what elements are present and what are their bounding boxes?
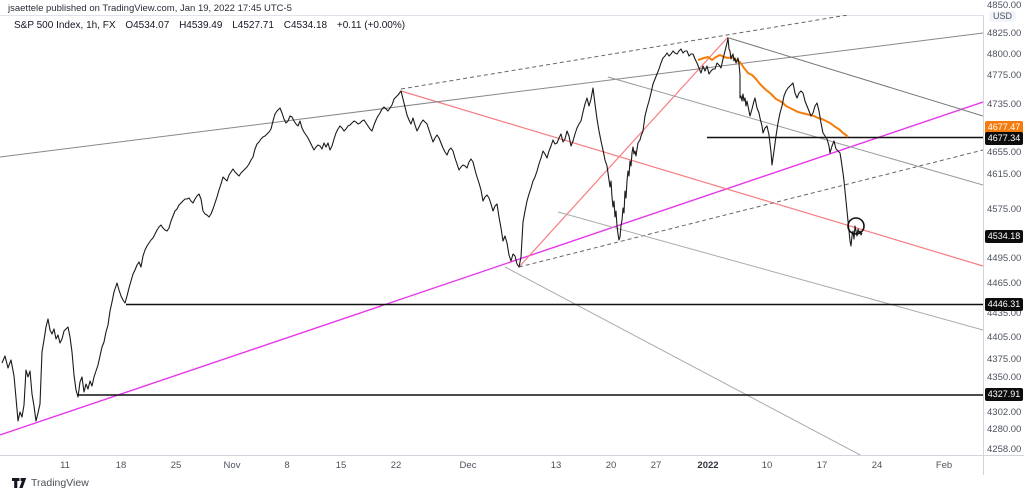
price-tick-4375.00: 4375.00 — [987, 354, 1022, 365]
gray-desc-steep — [504, 266, 864, 456]
time-tick-27: 27 — [650, 460, 662, 471]
ohlc-close: C4534.18 — [283, 20, 328, 31]
time-tick-17: 17 — [816, 460, 828, 471]
symbol-title: S&P 500 Index, 1h, FX — [14, 20, 116, 31]
orange-ma-curve — [697, 54, 849, 138]
red-ascending — [518, 36, 729, 268]
time-tick-15: 15 — [335, 460, 347, 471]
tradingview-brand-text[interactable]: TradingView — [31, 477, 89, 489]
ohlc-low: L4527.71 — [232, 20, 274, 31]
ohlc-open: O4534.07 — [125, 20, 170, 31]
price-tick-4280.00: 4280.00 — [987, 424, 1022, 435]
price-change: +0.11 (+0.00%) — [336, 20, 406, 31]
price-tick-4575.00: 4575.00 — [987, 204, 1022, 215]
time-tick-24: 24 — [871, 460, 883, 471]
dashed-lower — [518, 149, 983, 268]
price-badge-4446.31: 4446.31 — [985, 297, 1023, 311]
price-tick-4850.00: 4850.00 — [987, 0, 1022, 11]
highlight-circle — [847, 217, 865, 235]
price-axis[interactable]: USD 4850.00 4825.00 4800.00 4775.00 4735.00 46… — [984, 0, 1024, 475]
price-tick-4800.00: 4800.00 — [987, 49, 1022, 60]
price-tick-4495.00: 4495.00 — [987, 253, 1022, 264]
magenta-support — [0, 101, 983, 436]
footer: TradingView — [12, 477, 89, 489]
symbol-legend: S&P 500 Index, 1h, FX O4534.07 H4539.49 … — [14, 20, 412, 31]
gray-desc-mid — [557, 211, 983, 331]
time-tick-10: 10 — [761, 460, 773, 471]
time-tick-Feb: Feb — [935, 460, 953, 471]
time-tick-8: 8 — [284, 460, 290, 471]
price-tick-4465.00: 4465.00 — [987, 278, 1022, 289]
price-tick-4615.00: 4615.00 — [987, 169, 1022, 180]
price-tick-4302.00: 4302.00 — [987, 407, 1022, 418]
time-tick-22: 22 — [390, 460, 402, 471]
gray-desc-peak — [728, 37, 983, 117]
price-badge-4677.34: 4677.34 — [985, 131, 1023, 145]
red-descending — [400, 90, 983, 267]
time-tick-20: 20 — [605, 460, 617, 471]
gray-desc-upper — [607, 76, 983, 186]
time-tick-13: 13 — [550, 460, 562, 471]
time-tick-11: 11 — [60, 460, 70, 471]
dashed-upper — [400, 15, 851, 90]
price-tick-4435.00: 4435.00 — [987, 308, 1022, 319]
time-tick-25: 25 — [170, 460, 182, 471]
time-tick-18: 18 — [115, 460, 127, 471]
price-tick-4350.00: 4350.00 — [987, 372, 1022, 383]
price-tick-4825.00: 4825.00 — [987, 28, 1022, 39]
price-badge-4534.18: 4534.18 — [985, 229, 1023, 243]
time-tick-2022: 2022 — [697, 460, 719, 471]
price-badge-4327.91: 4327.91 — [985, 387, 1023, 401]
time-tick-Dec: Dec — [459, 460, 477, 471]
price-tick-4405.00: 4405.00 — [987, 332, 1022, 343]
time-axis-border — [0, 455, 1024, 456]
price-axis-border — [983, 15, 984, 475]
price-tick-4735.00: 4735.00 — [987, 99, 1022, 110]
time-tick-Nov: Nov — [223, 460, 241, 471]
price-line — [1, 37, 863, 422]
price-badge-4677.47: 4677.47 — [985, 120, 1023, 134]
ohlc-high: H4539.49 — [179, 20, 223, 31]
price-tick-4775.00: 4775.00 — [987, 70, 1022, 81]
currency-label: USD — [989, 11, 1017, 22]
time-axis[interactable]: 11 18 25 Nov 8 15 22 Dec 13 20 27 2022 10 17 24 Feb — [0, 456, 1024, 476]
price-tick-4655.00: 4655.00 — [987, 147, 1022, 158]
gray-ascending — [0, 32, 983, 158]
tradingview-logo-icon[interactable] — [12, 477, 27, 489]
published-byline: jsaettele published on TradingView.com, … — [8, 3, 292, 14]
chart-top-border — [0, 15, 983, 16]
price-tick-4258.00: 4258.00 — [987, 444, 1022, 455]
